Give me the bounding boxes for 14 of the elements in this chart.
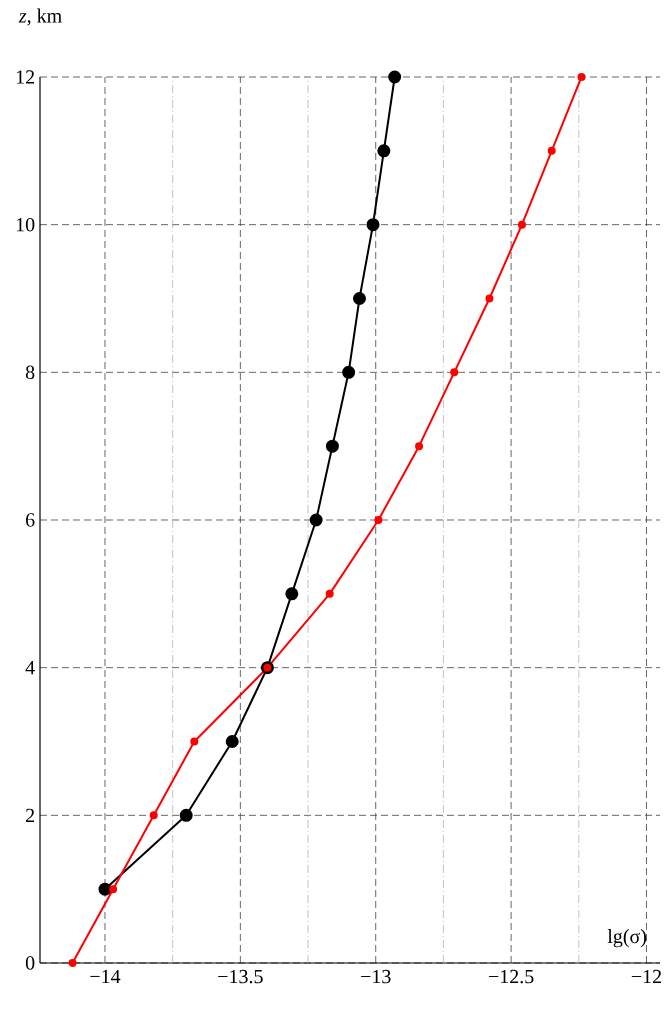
y-tick-label: 12 xyxy=(16,70,35,84)
y-tick-label: 6 xyxy=(26,513,35,527)
x-tick-label: −12.5 xyxy=(488,969,534,984)
y-tick-label: 0 xyxy=(25,956,35,970)
y-tick-label: 4 xyxy=(25,661,35,675)
x-tick-label: −13.5 xyxy=(218,969,263,984)
x-tick-label: −12 xyxy=(631,969,661,984)
y-tick-label: 8 xyxy=(25,365,35,380)
y-axis-title: z, km xyxy=(18,8,62,26)
x-tick-label: −13 xyxy=(361,969,391,984)
x-tick-label: −14 xyxy=(90,969,121,984)
x-axis-title: lg(σ) xyxy=(607,929,647,948)
y-tick-label: 2 xyxy=(26,808,35,822)
y-tick-label: 10 xyxy=(16,217,35,232)
